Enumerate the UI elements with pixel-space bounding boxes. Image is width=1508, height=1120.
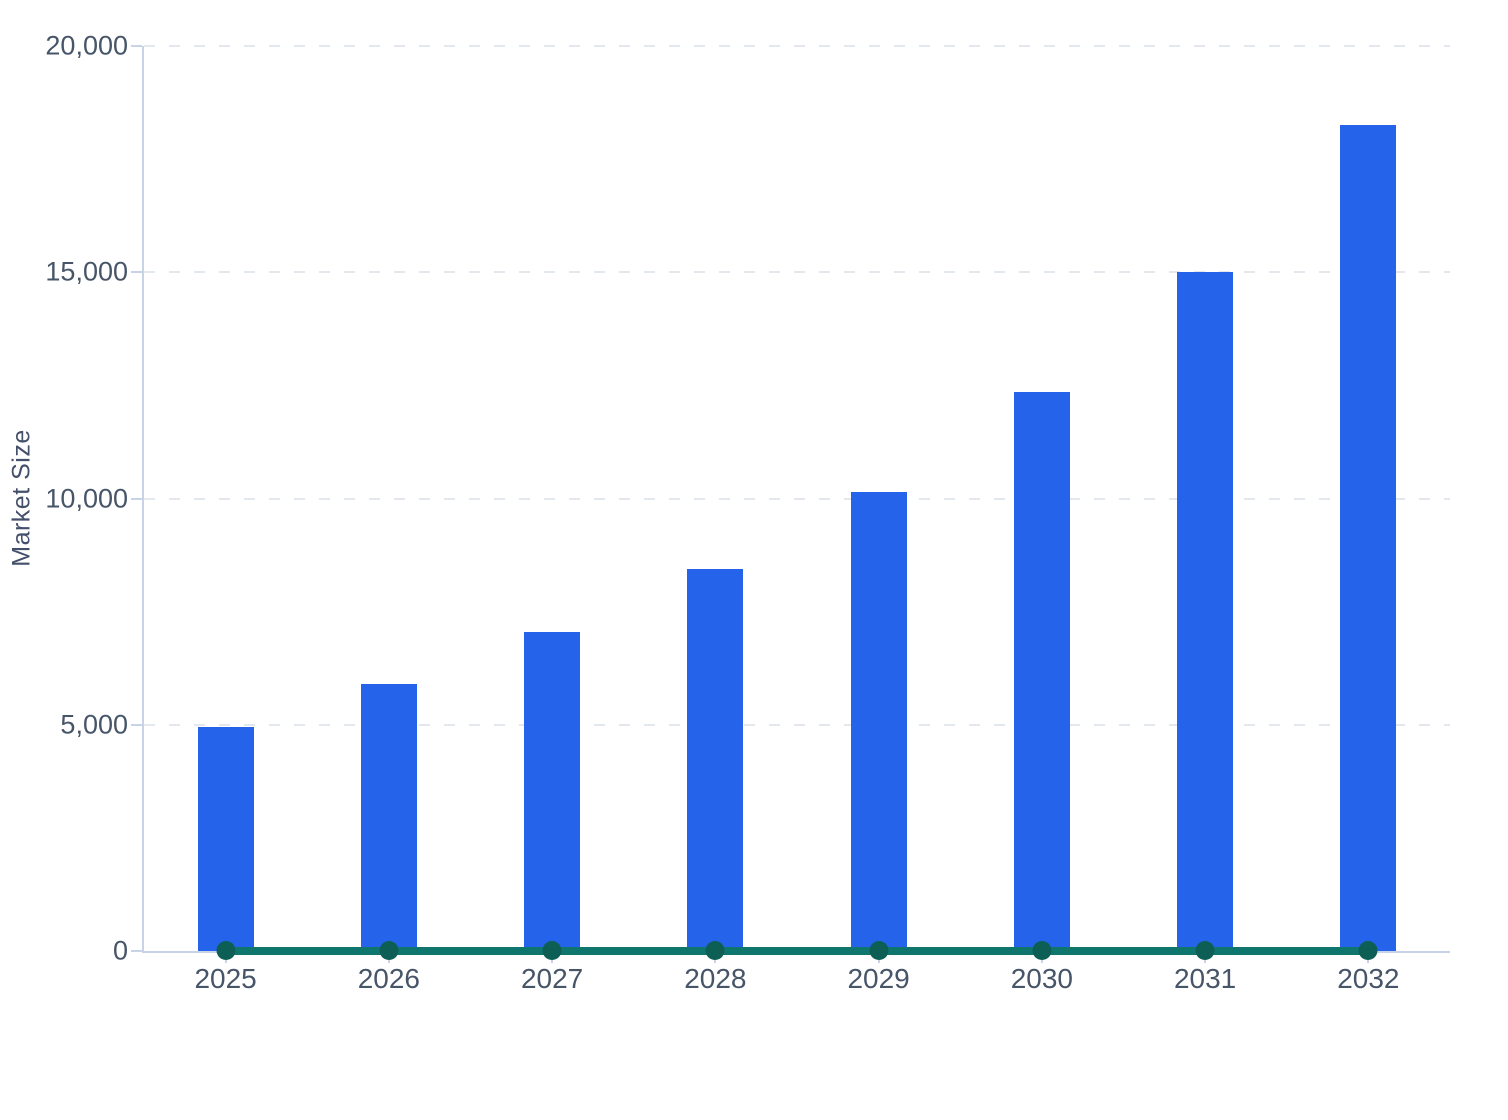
y-tick-mark (131, 497, 142, 500)
line-point-2031[interactable] (1195, 941, 1215, 960)
y-tick-label: 10,000 (45, 483, 128, 513)
x-tick-label-2027: 2027 (520, 963, 584, 994)
line-point-2028[interactable] (705, 941, 725, 960)
y-tick-label: 15,000 (45, 256, 128, 287)
x-tick-label-2032: 2032 (1337, 963, 1400, 994)
line-point-2027[interactable] (542, 941, 562, 960)
bar-2032[interactable] (1340, 125, 1397, 951)
gridline-5000 (144, 723, 1450, 726)
gridline-20000 (144, 45, 1450, 47)
bar-2025[interactable] (197, 727, 254, 951)
x-tick-label-2026: 2026 (357, 963, 421, 994)
line-point-2026[interactable] (379, 941, 399, 960)
bar-2028[interactable] (687, 568, 744, 951)
line-series-baseline (225, 947, 1369, 955)
y-tick-mark (131, 723, 142, 726)
x-tick-label-2030: 2030 (1010, 963, 1074, 994)
x-tick-label-2029: 2029 (847, 963, 910, 994)
bar-2031[interactable] (1177, 272, 1234, 951)
bar-2027[interactable] (524, 632, 581, 951)
line-point-2030[interactable] (1032, 941, 1052, 960)
line-point-2025[interactable] (216, 941, 236, 960)
gridline-10000 (144, 497, 1450, 500)
x-tick-label-2028: 2028 (684, 963, 747, 994)
bar-2029[interactable] (850, 491, 907, 951)
y-tick-label: 20,000 (45, 30, 128, 61)
y-axis-line (142, 46, 144, 951)
x-tick-label-2031: 2031 (1173, 963, 1237, 994)
y-tick-label: 5,000 (60, 709, 128, 740)
line-point-2029[interactable] (869, 941, 889, 960)
line-point-2032[interactable] (1358, 941, 1378, 960)
y-tick-label: 0 (112, 935, 128, 966)
y-tick-mark (131, 950, 142, 952)
x-tick-label-2025: 2025 (194, 963, 257, 994)
plot-area: 0 5,000 10,000 15,000 20,000 2025 2026 2027 2028… (45, 31, 1450, 994)
gridline-15000 (144, 271, 1450, 274)
bar-2026[interactable] (360, 684, 417, 951)
y-tick-mark (131, 45, 142, 47)
bar-2030[interactable] (1013, 392, 1070, 951)
y-tick-mark (131, 271, 142, 274)
